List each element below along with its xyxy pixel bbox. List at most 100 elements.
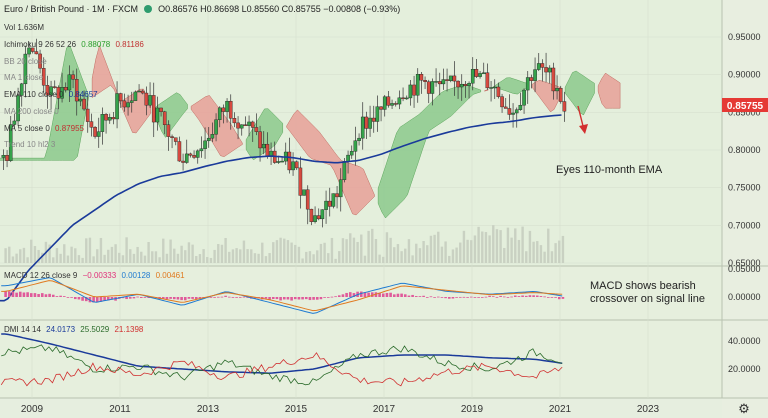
candle-body bbox=[129, 100, 134, 103]
time-tick-label: 2011 bbox=[109, 404, 131, 415]
macd-hist-bar bbox=[407, 295, 411, 297]
volume-bar bbox=[363, 255, 367, 263]
macd-hist-bar bbox=[231, 297, 235, 298]
price-tick-label: 0.65000 bbox=[728, 258, 761, 268]
candle-body bbox=[390, 103, 394, 106]
ma200-legend[interactable]: MA 200 close 0 bbox=[4, 107, 59, 116]
candle-body bbox=[34, 51, 39, 55]
macd-hist-bar bbox=[293, 297, 297, 300]
candle-body bbox=[518, 104, 523, 110]
macd-hist-bar bbox=[18, 291, 22, 297]
volume-bar bbox=[26, 257, 29, 263]
ichimoku-value-2: 0.81186 bbox=[115, 40, 144, 49]
trend-legend[interactable]: Trend 10 hl2 3 bbox=[4, 140, 56, 149]
macd-hist-bar bbox=[557, 297, 561, 300]
candle-body bbox=[474, 69, 479, 77]
volume-bar bbox=[224, 237, 227, 263]
price-tick-label: 0.80000 bbox=[728, 145, 761, 155]
macd-hist-bar bbox=[220, 296, 224, 298]
candle-body bbox=[258, 131, 262, 149]
candle-body bbox=[107, 117, 112, 121]
symbol-title[interactable]: Euro / British Pound · 1M · FXCM O0.8657… bbox=[4, 4, 400, 14]
volume-bar bbox=[41, 252, 44, 263]
volume-bar bbox=[330, 237, 334, 263]
macd-hist-bar bbox=[535, 295, 539, 297]
volume-bar bbox=[554, 243, 557, 263]
cloud-bearish bbox=[91, 44, 152, 134]
symbol-title-text: Euro / British Pound · 1M · FXCM bbox=[4, 4, 139, 14]
volume-bar bbox=[378, 254, 381, 263]
ma-close-legend[interactable]: MA 1 close bbox=[4, 73, 44, 82]
cloud-bullish bbox=[0, 45, 89, 161]
cloud-bullish bbox=[377, 84, 482, 219]
dmi-name: DMI 14 14 bbox=[4, 325, 41, 334]
volume-bar bbox=[360, 234, 363, 263]
candle-body bbox=[184, 153, 189, 163]
volume-bar bbox=[268, 253, 271, 263]
macd-hist-bar bbox=[15, 292, 18, 297]
volume-bar bbox=[242, 240, 246, 263]
candle-body bbox=[250, 121, 255, 128]
macd-hist-bar bbox=[385, 292, 389, 297]
volume-bar bbox=[477, 226, 480, 263]
candle-body bbox=[177, 141, 182, 162]
volume-bar bbox=[85, 238, 88, 263]
volume-bar bbox=[235, 248, 238, 263]
macd-hist-bar bbox=[517, 296, 521, 297]
macd-hist-bar bbox=[429, 296, 433, 298]
candle-body bbox=[489, 87, 493, 89]
macd-hist-bar bbox=[209, 297, 213, 298]
macd-hist-bar bbox=[55, 296, 59, 297]
cloud-bullish bbox=[154, 92, 188, 138]
volume-bar bbox=[246, 249, 249, 263]
candle-body bbox=[448, 75, 453, 81]
volume-bar bbox=[107, 249, 110, 263]
macd-hist-bar bbox=[110, 297, 114, 300]
volume-bar bbox=[187, 242, 191, 263]
volume-bar bbox=[550, 251, 554, 263]
macd-hist-bar bbox=[323, 297, 326, 298]
macd-legend[interactable]: MACD 12 26 close 9 −0.00333 0.00128 0.00… bbox=[4, 271, 185, 280]
macd-hist-bar bbox=[414, 296, 418, 297]
candle-body bbox=[525, 77, 530, 91]
volume-bar bbox=[110, 246, 114, 263]
bb-legend[interactable]: BB 20 close bbox=[4, 57, 47, 66]
macd-hist-bar bbox=[337, 295, 341, 297]
time-tick-label: 2009 bbox=[21, 404, 44, 415]
dmi-legend[interactable]: DMI 14 14 24.0173 25.5029 21.1398 bbox=[4, 325, 143, 334]
ma5-legend[interactable]: MA 5 close 0 0.87955 bbox=[4, 124, 84, 133]
macd-hist-bar bbox=[165, 297, 169, 300]
candle-body bbox=[38, 53, 42, 69]
adx-line bbox=[1, 333, 563, 374]
volume-bar bbox=[422, 241, 425, 263]
volume-bar bbox=[495, 229, 499, 263]
macd-hist-bar bbox=[513, 295, 517, 297]
gear-icon[interactable]: ⚙ bbox=[738, 401, 750, 416]
ichimoku-legend[interactable]: Ichimoku 9 26 52 26 0.88078 0.81186 bbox=[4, 40, 144, 49]
volume-bar bbox=[165, 253, 169, 263]
volume-bar bbox=[459, 242, 462, 263]
candle-body bbox=[5, 155, 9, 161]
candle-body bbox=[320, 209, 325, 220]
candle-body bbox=[181, 160, 185, 163]
macd-hist-bar bbox=[176, 297, 180, 300]
candle-body bbox=[56, 87, 61, 99]
macd-hist-bar bbox=[543, 296, 546, 298]
ema-legend[interactable]: EMA 110 close 0 0.84657 bbox=[4, 90, 98, 99]
candle-body bbox=[45, 85, 50, 96]
candle-body bbox=[115, 93, 119, 120]
volume-bar bbox=[283, 238, 286, 263]
candle-body bbox=[302, 189, 306, 196]
volume-bar bbox=[371, 228, 374, 263]
macd-hist-bar bbox=[436, 296, 440, 298]
candle-body bbox=[415, 74, 420, 96]
macd-hist-bar bbox=[59, 295, 62, 297]
candle-body bbox=[74, 79, 79, 102]
down-arrow-head bbox=[579, 124, 588, 134]
candle-body bbox=[144, 92, 149, 106]
candle-body bbox=[195, 150, 200, 158]
volume-bar bbox=[118, 252, 121, 263]
macd-hist-bar bbox=[73, 297, 77, 300]
candle-body bbox=[16, 95, 20, 122]
